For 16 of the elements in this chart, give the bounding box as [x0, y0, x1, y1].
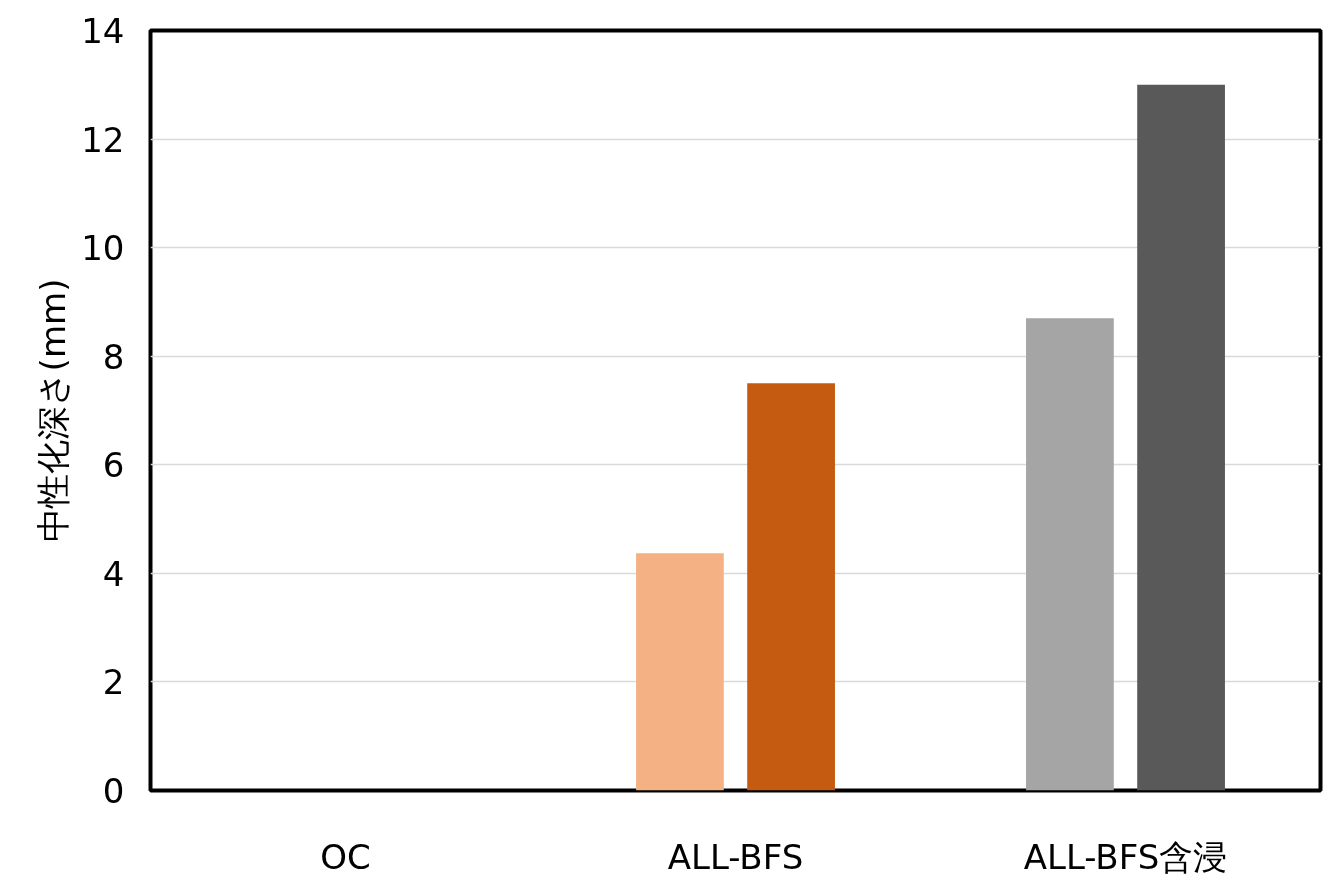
y-axis-title: 中性化深さ(mm) — [33, 278, 74, 543]
x-tick-label: OC — [320, 836, 371, 877]
y-tick-label: 8 — [102, 336, 125, 377]
y-tick-label: 2 — [102, 662, 125, 703]
y-tick-label: 6 — [102, 445, 125, 486]
y-tick-label: 0 — [102, 771, 125, 811]
x-tick-label: ALL-BFS — [667, 836, 804, 877]
y-tick-label: 10 — [81, 228, 125, 269]
y-tick-label: 12 — [81, 119, 125, 160]
y-tick-label: 4 — [102, 553, 125, 594]
bar — [747, 383, 835, 791]
bar — [636, 553, 724, 791]
x-tick-label: ALL-BFS含浸 — [1023, 836, 1228, 877]
bar — [1026, 318, 1114, 791]
bar — [1137, 84, 1225, 791]
y-tick-label: 14 — [81, 11, 125, 51]
